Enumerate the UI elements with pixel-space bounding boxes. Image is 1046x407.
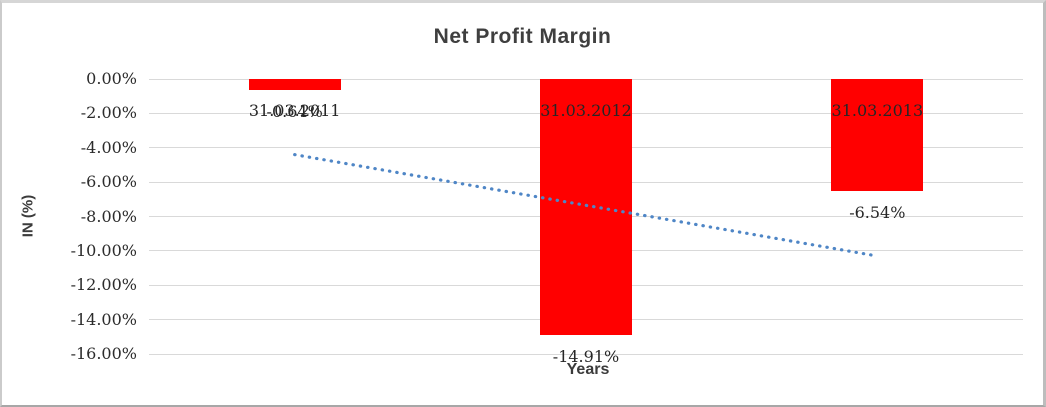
category-label: 31.03.2011 xyxy=(248,101,341,120)
category-label: 31.03.2012 xyxy=(540,101,632,120)
y-tick-label: -12.00% xyxy=(70,275,137,295)
y-tick-label: -10.00% xyxy=(70,240,137,260)
bar xyxy=(248,79,341,90)
bar xyxy=(831,79,924,192)
x-axis-title: Years xyxy=(566,361,610,378)
chart-title: Net Profit Margin xyxy=(433,25,612,48)
gridline xyxy=(149,353,1023,355)
trendline xyxy=(293,153,879,258)
y-tick-label: -6.00% xyxy=(80,172,137,192)
data-label: -14.91% xyxy=(552,347,620,367)
y-tick-label: -14.00% xyxy=(70,309,137,329)
bar xyxy=(540,79,632,336)
y-tick-label: -8.00% xyxy=(80,206,137,226)
y-tick-label: 0.00% xyxy=(86,69,137,88)
y-tick-label: -16.00% xyxy=(70,344,137,363)
data-label: -6.54% xyxy=(849,203,906,223)
y-tick-label: -4.00% xyxy=(80,137,137,157)
y-tick-label: -2.00% xyxy=(80,103,137,123)
data-label: -0.64% xyxy=(266,102,323,121)
category-label: 31.03.2013 xyxy=(831,101,924,120)
